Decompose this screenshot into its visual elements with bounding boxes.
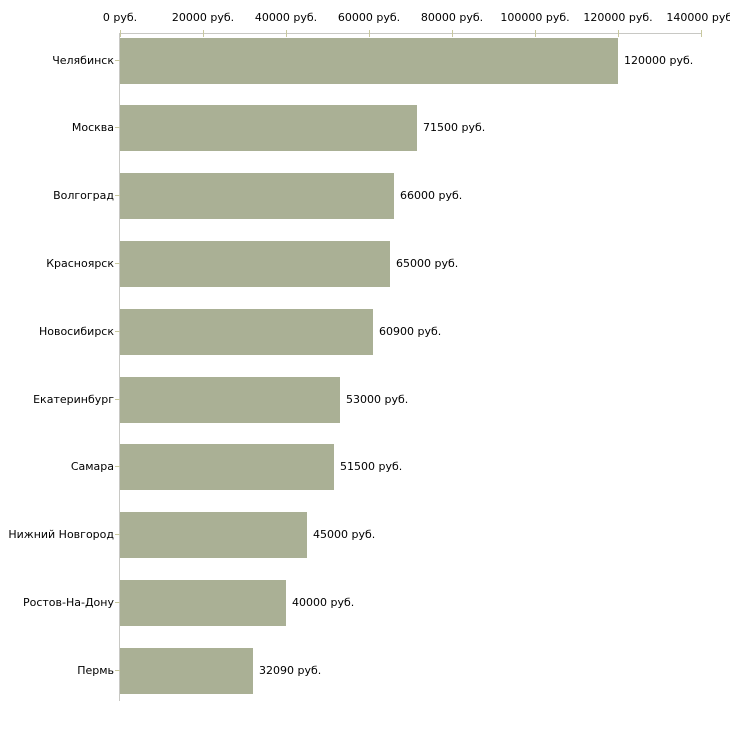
x-axis-line [120,33,702,34]
y-tick-mark [115,534,120,535]
x-tick-label: 20000 руб. [171,11,235,24]
category-label: Екатеринбург [33,393,114,406]
y-axis-line [119,33,120,701]
y-tick-mark [115,127,120,128]
x-tick-label: 40000 руб. [254,11,318,24]
bar [120,38,618,84]
bar [120,377,340,423]
y-tick-mark [115,602,120,603]
bar [120,444,334,490]
category-label: Нижний Новгород [8,528,114,541]
bar [120,512,307,558]
category-label: Пермь [77,664,114,677]
bar [120,309,373,355]
x-tick-label: 80000 руб. [420,11,484,24]
x-tick-mark [618,30,619,37]
x-tick-label: 120000 руб. [583,11,653,24]
y-tick-mark [115,466,120,467]
value-label: 45000 руб. [313,528,376,541]
bar [120,648,253,694]
category-label: Москва [71,121,114,134]
value-label: 65000 руб. [396,257,459,270]
x-tick-label: 60000 руб. [337,11,401,24]
category-label: Волгоград [53,189,114,202]
value-label: 60900 руб. [379,325,442,338]
x-tick-mark [452,30,453,37]
category-label: Красноярск [46,257,114,270]
x-tick-mark [701,30,702,37]
y-tick-mark [115,670,120,671]
value-label: 40000 руб. [292,596,355,609]
value-label: 53000 руб. [346,393,409,406]
value-label: 32090 руб. [259,664,322,677]
y-tick-mark [115,60,120,61]
y-tick-mark [115,263,120,264]
category-label: Самара [70,460,114,473]
x-tick-label: 100000 руб. [500,11,570,24]
x-tick-label: 0 руб. [102,11,138,24]
category-label: Ростов-На-Дону [22,596,114,609]
y-tick-mark [115,331,120,332]
bar [120,105,417,151]
x-tick-mark [369,30,370,37]
bar [120,241,390,287]
x-tick-mark [286,30,287,37]
value-label: 66000 руб. [400,189,463,202]
x-tick-label: 140000 руб. [666,11,730,24]
bar [120,580,286,626]
y-tick-mark [115,195,120,196]
value-label: 71500 руб. [423,121,486,134]
x-tick-mark [120,30,121,37]
category-label: Новосибирск [38,325,114,338]
x-tick-mark [535,30,536,37]
value-label: 120000 руб. [624,54,694,67]
x-tick-mark [203,30,204,37]
y-tick-mark [115,399,120,400]
category-label: Челябинск [52,54,114,67]
value-label: 51500 руб. [340,460,403,473]
bar [120,173,394,219]
